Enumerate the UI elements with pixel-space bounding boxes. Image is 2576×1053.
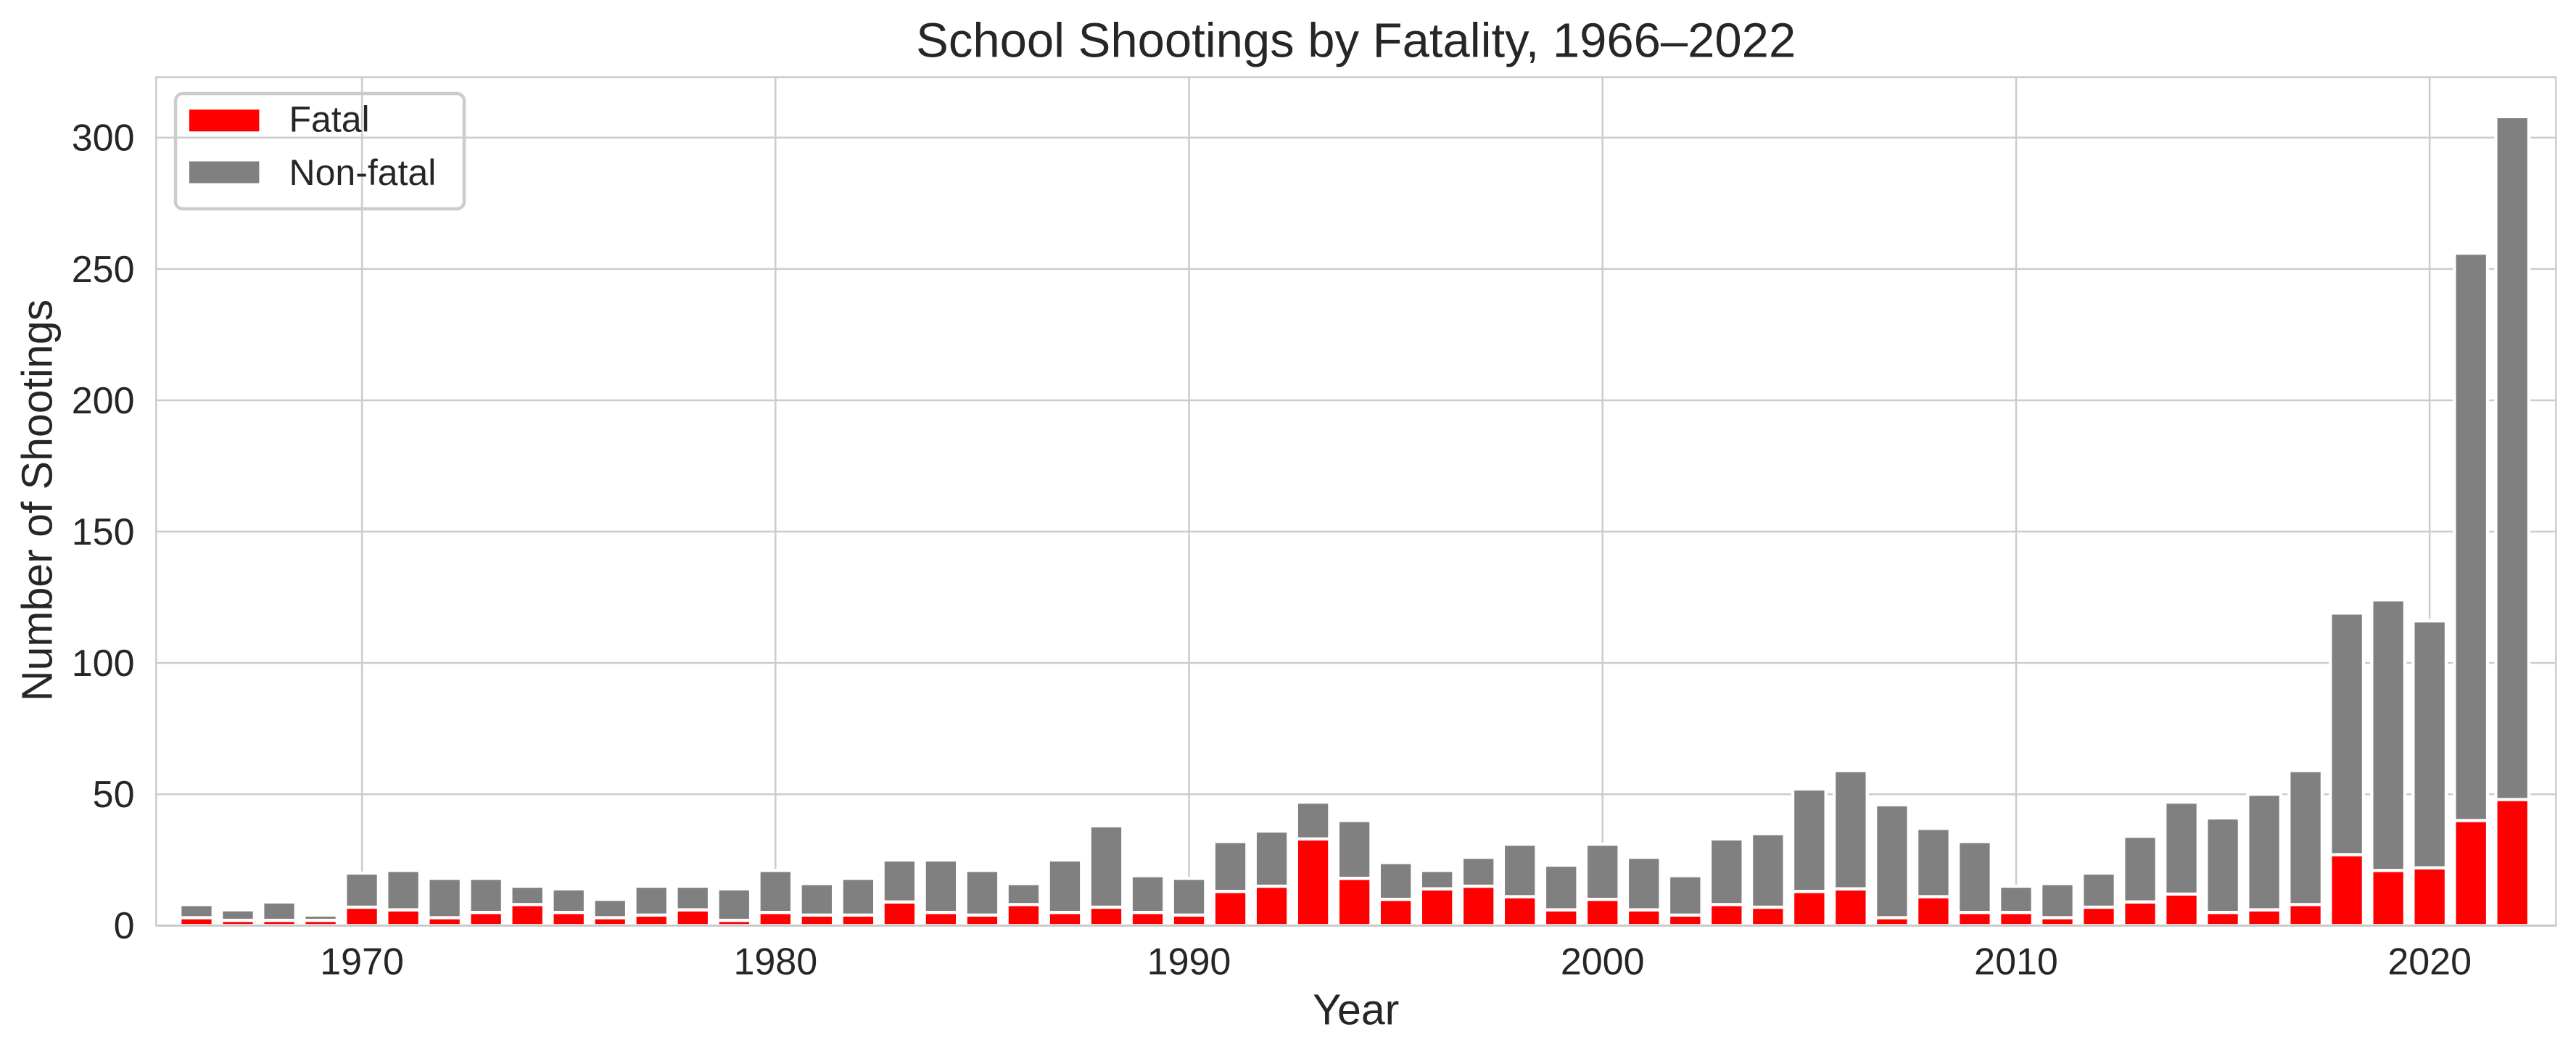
svg-text:1980: 1980 bbox=[733, 941, 817, 983]
svg-text:Year: Year bbox=[1313, 986, 1399, 1034]
svg-text:School Shootings by Fatality,: School Shootings by Fatality, 1966–2022 bbox=[916, 14, 1796, 68]
svg-text:50: 50 bbox=[93, 774, 135, 816]
svg-text:200: 200 bbox=[72, 380, 135, 422]
svg-text:2010: 2010 bbox=[1974, 941, 2058, 983]
svg-text:Number of Shootings: Number of Shootings bbox=[13, 300, 61, 701]
svg-text:2000: 2000 bbox=[1561, 941, 1645, 983]
svg-text:300: 300 bbox=[72, 117, 135, 160]
svg-text:1970: 1970 bbox=[320, 941, 404, 983]
svg-text:100: 100 bbox=[72, 643, 135, 685]
svg-text:250: 250 bbox=[72, 249, 135, 291]
svg-text:Non-fatal: Non-fatal bbox=[289, 152, 437, 193]
svg-text:2020: 2020 bbox=[2387, 941, 2472, 983]
svg-text:Fatal: Fatal bbox=[289, 99, 370, 140]
svg-text:0: 0 bbox=[114, 905, 135, 947]
svg-text:150: 150 bbox=[72, 511, 135, 553]
svg-text:1990: 1990 bbox=[1147, 941, 1231, 983]
